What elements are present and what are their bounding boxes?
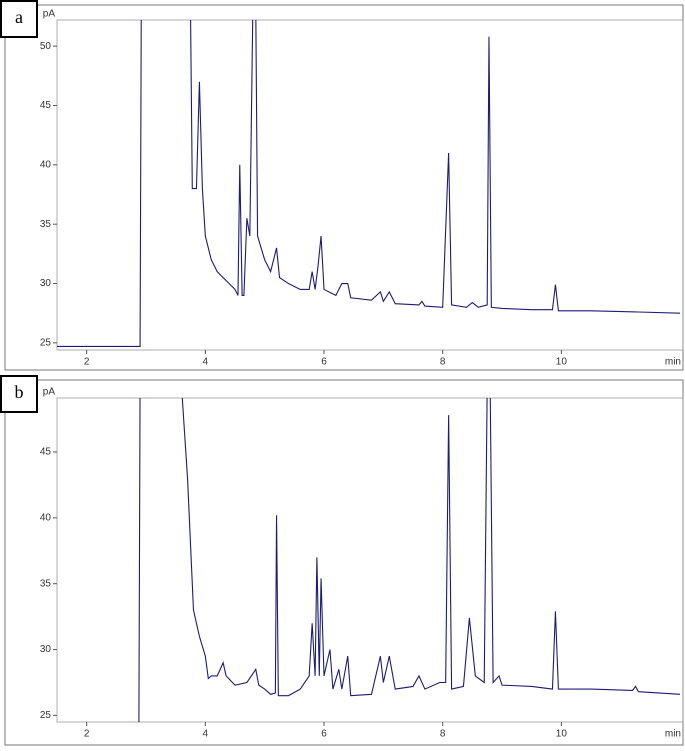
y-tick-label: 40 — [40, 159, 52, 170]
y-tick-label: 45 — [40, 100, 52, 111]
x-tick-label: 2 — [84, 729, 90, 740]
x-tick-label: 4 — [203, 729, 209, 740]
x-axis-label: min — [665, 357, 681, 368]
y-tick-label: 40 — [40, 512, 52, 523]
panel-label-box — [0, 375, 38, 413]
y-tick-label: 45 — [40, 447, 52, 458]
y-tick-label: 50 — [40, 41, 52, 52]
x-tick-label: 6 — [321, 357, 327, 368]
y-tick-label: 30 — [40, 644, 52, 655]
panel-frame — [4, 379, 684, 746]
y-tick-label: 35 — [40, 578, 52, 589]
panel-label: a — [15, 7, 23, 27]
x-tick-label: 8 — [440, 729, 446, 740]
x-tick-label: 8 — [440, 357, 446, 368]
panel-label-box — [0, 0, 38, 38]
plot-frame — [56, 397, 684, 723]
y-axis-label: pA — [43, 387, 56, 398]
panel-frame — [4, 4, 684, 371]
y-axis-label: pA — [43, 9, 56, 20]
x-tick-label: 4 — [203, 357, 209, 368]
y-tick-label: 35 — [40, 219, 52, 230]
x-axis-label: min — [665, 729, 681, 740]
panel-label: b — [15, 382, 24, 402]
x-tick-label: 2 — [84, 357, 90, 368]
chromatogram-line — [57, 20, 681, 347]
plot-frame — [56, 19, 684, 351]
chromatogram-line — [138, 398, 681, 722]
x-tick-label: 6 — [321, 729, 327, 740]
y-tick-label: 25 — [40, 710, 52, 721]
y-tick-label: 30 — [40, 278, 52, 289]
x-tick-label: 10 — [556, 357, 568, 368]
x-tick-label: 10 — [556, 729, 568, 740]
y-tick-label: 25 — [40, 338, 52, 349]
